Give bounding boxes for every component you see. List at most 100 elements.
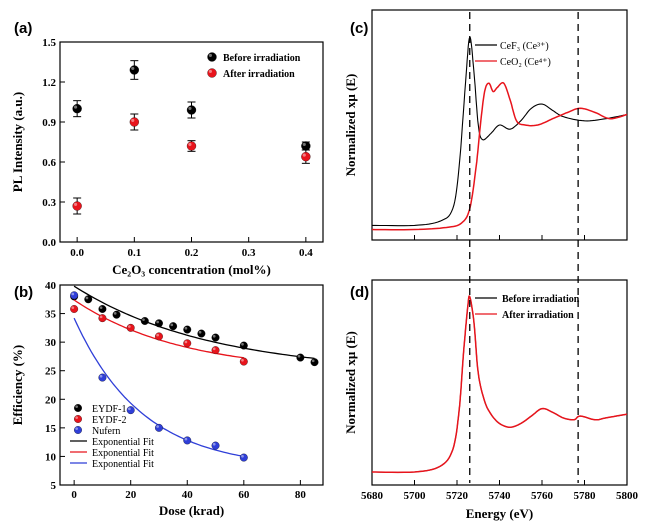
panel-b-point-eydf-2-highlight (99, 315, 103, 319)
panel-c-spectrum (371, 81, 628, 231)
panel-a-legend-label: Before irradiation (223, 53, 301, 64)
panel-b-point-eydf-1-body (155, 319, 163, 328)
panel-b-point-eydf-1-highlight (113, 312, 117, 315)
panel-b-legend-label: Exponential Fit (92, 448, 154, 459)
panel-b-point-eydf-1 (296, 353, 305, 362)
panel-a-point-after (186, 141, 197, 151)
panel-b-point-eydf-1-highlight (311, 359, 315, 363)
panel-b-point-eydf-1-highlight (212, 334, 216, 338)
panel-b-point-eydf-1-body (239, 341, 248, 350)
panel-b-point-nufern-body (211, 441, 220, 450)
panel-b-point-eydf-1-highlight (142, 318, 145, 322)
panel-d-ylabel: Normalized xμ (E) (343, 331, 358, 434)
panel-a-point-after-highlight (74, 202, 78, 206)
panel-d-xtick-label: 5760 (531, 490, 554, 502)
panel-b-point-eydf-2 (183, 339, 192, 348)
panel-b-point-eydf-2-highlight (212, 347, 216, 351)
panel-a-ylabel: PL Intensity (a.u.) (10, 92, 25, 192)
panel-b-point-eydf-1-body (169, 322, 178, 331)
panel-b-point-eydf-1-highlight (241, 342, 244, 346)
panel-b-point-eydf-1 (239, 341, 248, 350)
panel-b-ytick-label: 40 (45, 280, 57, 292)
panel-b-point-eydf-1 (98, 305, 107, 313)
panel-b-legend-marker (74, 415, 82, 423)
panel-b-ytick-label: 5 (51, 480, 57, 492)
panel-b-point-eydf-1-body (84, 295, 93, 304)
panel-b-point-eydf-2-highlight (241, 358, 244, 362)
panel-d-legend-label: After irradiation (502, 310, 574, 321)
panel-b-legend-marker-body (74, 404, 82, 412)
panel-a-legend-label: After irradiation (223, 69, 295, 80)
panel-b-point-eydf-2-body (183, 339, 192, 348)
panel-b-point-eydf-1-highlight (184, 326, 188, 330)
panel-b-point-eydf-1 (310, 358, 319, 367)
panel-d-xtick-label: 5720 (446, 490, 469, 502)
panel-a-xtick-label: 0.4 (299, 247, 313, 259)
panel-b-point-eydf-2-body (239, 357, 248, 366)
panel-a-xtick-label: 0.2 (185, 247, 199, 259)
panel-a-point-after-body (72, 201, 82, 211)
panel-a-point-after (129, 117, 139, 127)
panel-a-xtick-label: 0.1 (127, 247, 141, 259)
panel-c-legend-label: CeF₃ (Ce³⁺) (500, 41, 549, 52)
panel-b-point-eydf-2 (98, 314, 107, 323)
panel-d-xtick-label: 5700 (404, 490, 427, 502)
panel-b-legend-marker-highlight (75, 416, 78, 420)
panel-b-ytick-label: 25 (45, 366, 57, 378)
panel-a-point-before-highlight (131, 66, 135, 71)
panel-b-point-eydf-2-highlight (128, 325, 131, 328)
panel-a-point-after-highlight (188, 142, 192, 146)
panel-b-point-eydf-1 (169, 322, 178, 331)
panel-b-point-eydf-1 (155, 319, 163, 328)
panel-a-legend-marker-body (207, 68, 217, 78)
panel-a-point-before (72, 104, 82, 114)
panel-d-xlabel: Energy (eV) (466, 506, 534, 521)
panel-b-legend-marker (74, 426, 82, 434)
panel-b-point-nufern-highlight (128, 407, 131, 411)
panel-b-point-nufern (98, 373, 107, 382)
panel-b-point-nufern (155, 423, 163, 432)
panel-b-ytick-label: 20 (45, 394, 57, 406)
panel-b-ytick-label: 15 (45, 423, 57, 435)
panel-b-ylabel: Efficiency (%) (10, 345, 25, 426)
panel-a-point-after-body (129, 117, 139, 127)
panel-b-point-nufern (183, 436, 192, 445)
panel-b-legend-marker-body (74, 426, 82, 434)
panel-d-xtick-label: 5740 (489, 490, 512, 502)
panel-a-ytick-label: 0.6 (42, 157, 56, 169)
panel-b-point-eydf-1-body (112, 310, 121, 319)
panel-b-point-nufern-highlight (241, 454, 244, 458)
panel-a-point-before-body (72, 104, 82, 114)
panel-a-point-before-highlight (302, 142, 306, 146)
panel-b-point-eydf-2-highlight (71, 306, 75, 310)
panel-b-ytick-label: 35 (45, 309, 57, 321)
panel-a-xtick-label: 0.0 (70, 247, 84, 259)
panel-b-point-nufern (211, 441, 220, 450)
panel-d-frame (371, 279, 628, 486)
panel-b-legend-label: EYDF-1 (92, 404, 126, 415)
panel-b-legend-label: Exponential Fit (92, 459, 154, 470)
panel-b-point-nufern-body (239, 453, 248, 462)
panel-b-ytick-label: 30 (45, 337, 57, 349)
panel-a-ytick-label: 0.0 (42, 237, 56, 249)
panel-b-point-eydf-1-highlight (85, 296, 89, 300)
panel-b-point-nufern (126, 406, 135, 415)
panel-a-point-after-highlight (302, 153, 306, 157)
panel-a-point-before-highlight (188, 106, 192, 111)
panel-b-point-eydf-1 (140, 317, 149, 325)
panel-d-spectrum (372, 295, 628, 473)
panel-b-xtick-label: 0 (71, 489, 77, 501)
panel-a-legend-marker (207, 68, 217, 78)
panel-b-point-nufern-highlight (184, 437, 188, 441)
panel-b-point-eydf-2-body (155, 332, 163, 341)
panel-d-label: (d) (350, 284, 369, 301)
panel-a-xtick-label: 0.3 (242, 247, 256, 259)
panel-b-point-nufern-highlight (99, 374, 103, 378)
panel-a-xlabel: Ce₂O₃ concentration (mol%) (112, 262, 271, 277)
panel-b-point-eydf-2-body (211, 346, 220, 355)
panel-d-xtick-label: 5680 (361, 490, 384, 502)
panel-a-point-after-body (301, 152, 311, 162)
panel-a-point-before (186, 105, 197, 115)
panel-b-point-nufern-body (98, 373, 107, 382)
panel-b-legend-marker-highlight (75, 405, 78, 409)
